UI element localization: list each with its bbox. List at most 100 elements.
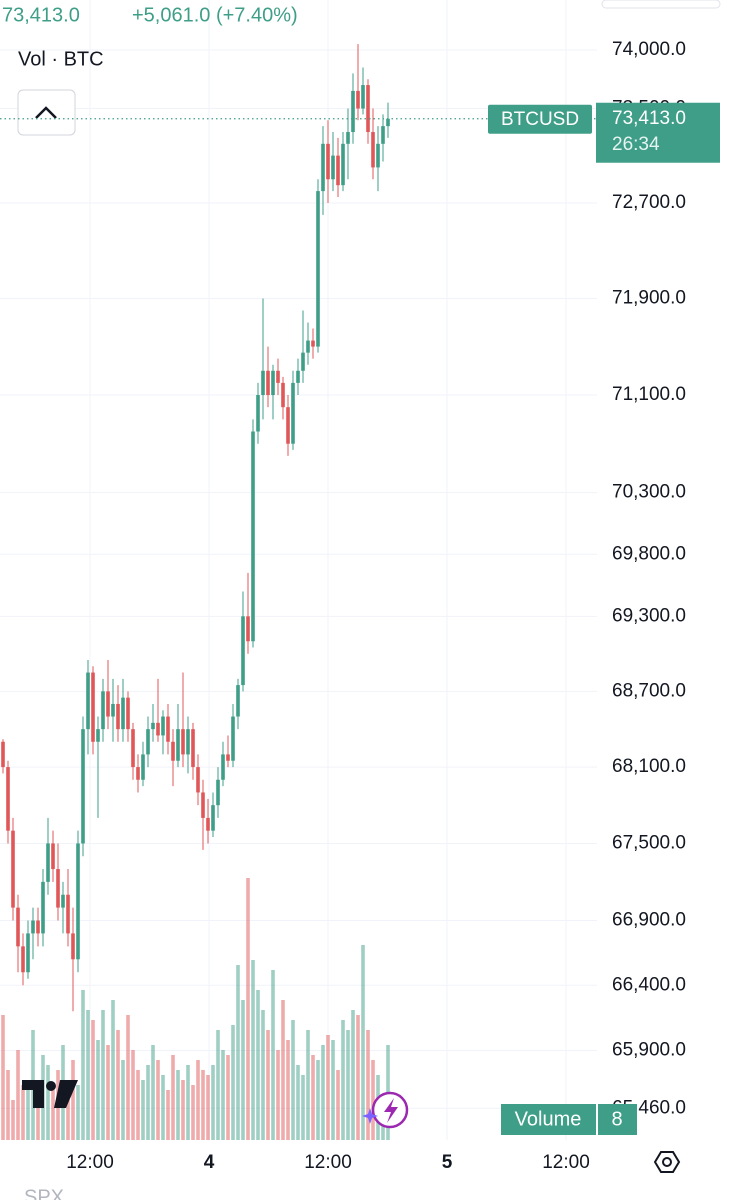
volume-label: Vol · BTC [18,48,104,70]
volume-bar [166,1090,170,1140]
y-tick-label: 66,400.0 [612,974,686,995]
y-tick-label: 67,500.0 [612,832,686,853]
candle-body [231,716,235,761]
volume-bar [296,1065,300,1140]
candle-body [91,672,95,742]
volume-bar [136,1070,140,1140]
candle-body [246,616,250,642]
candle-body [21,946,25,973]
volume-bar [91,1020,95,1140]
y-tick-label: 69,300.0 [612,605,686,626]
volume-bar [316,1060,320,1140]
volume-bar [6,1070,10,1140]
time-axis: 12:00 4 12:00 5 12:00 [66,1152,590,1173]
volume-bar [186,1065,190,1140]
symbol-label: BTCUSD [501,109,579,130]
volume-bar [156,1060,160,1140]
volume-bar [321,1045,325,1140]
candle-body [221,754,225,780]
candle-body [16,907,20,947]
symbol-box [488,104,592,134]
y-tick-label: 69,800.0 [612,543,686,564]
candle-body [226,754,230,761]
volume-bar [266,1030,270,1140]
candle-body [356,90,360,109]
candle-body [241,616,245,686]
volume-bar [126,1015,130,1140]
candle-body [81,729,85,844]
grid [0,0,597,1140]
volume-bar [1,1015,5,1140]
bottom-label: SPX [24,1186,64,1200]
price-label: 73,413.0 [612,108,686,129]
candle-body [151,722,155,730]
candle-body [101,691,105,730]
candle-body [186,729,190,755]
settings-icon[interactable] [653,1151,681,1173]
volume-bar [331,1040,335,1140]
candle-body [211,805,215,831]
candle-body [306,340,310,353]
volume-bar [191,1085,195,1140]
volume-bar [271,970,275,1140]
candle-body [6,767,10,831]
candle-body [266,370,270,396]
candle-body [256,395,260,432]
volume-bar [181,1080,185,1140]
volume-bar [131,1050,135,1140]
candle-body [121,697,125,730]
volume-bar [371,1060,375,1140]
tradingview-logo [22,1080,78,1108]
volume-bar [216,1030,220,1140]
candle-body [311,340,315,347]
collapse-button[interactable] [17,89,76,136]
volume-badge-label: Volume [515,1108,582,1130]
y-tick-label: 65,900.0 [612,1039,686,1060]
volume-bar [111,1000,115,1140]
candle-body [326,143,330,180]
volume-bar [246,878,250,1140]
volume-bar [141,1080,145,1140]
volume-bar [226,1055,230,1140]
candle-body [291,382,295,444]
candle-body [56,869,60,908]
candle-body [106,691,110,717]
candle-body [111,703,115,717]
candle-body [206,817,210,831]
ai-icon[interactable] [362,1091,409,1129]
header-change: +5,061.0 (+7.40%) [132,4,298,26]
volume-bar [346,1030,350,1140]
candle-body [126,697,130,730]
volume-bar [351,1010,355,1140]
volume-bar [76,1085,80,1140]
volume-bar [106,1045,110,1140]
candle-body [321,143,325,192]
candle-body [11,830,15,908]
candle-body [96,729,100,742]
volume-bar [211,1065,215,1140]
x-tick-label: 12:00 [542,1152,590,1173]
candle-body [331,155,335,180]
volume-bar [46,1065,50,1140]
candle-body [296,370,300,383]
volume-bar [196,1060,200,1140]
countdown-label: 26:34 [612,134,660,155]
x-tick-label: 5 [442,1152,453,1173]
candle-body [351,90,355,133]
volume-bar [326,1035,330,1140]
volume-bar [311,1055,315,1140]
candle-body [146,729,150,755]
candle-body [36,920,40,934]
candle-body [361,85,365,109]
volume-bar [51,1090,55,1140]
candle-body [26,933,30,973]
volume-bar [336,1070,340,1140]
candle-body [61,894,65,908]
volume-bar [256,990,260,1140]
candle-body [166,716,170,742]
candle-body [236,685,240,717]
candle-body [196,767,200,793]
x-tick-label: 4 [204,1152,215,1173]
volume-bar [231,1025,235,1140]
candle-body [301,352,305,371]
